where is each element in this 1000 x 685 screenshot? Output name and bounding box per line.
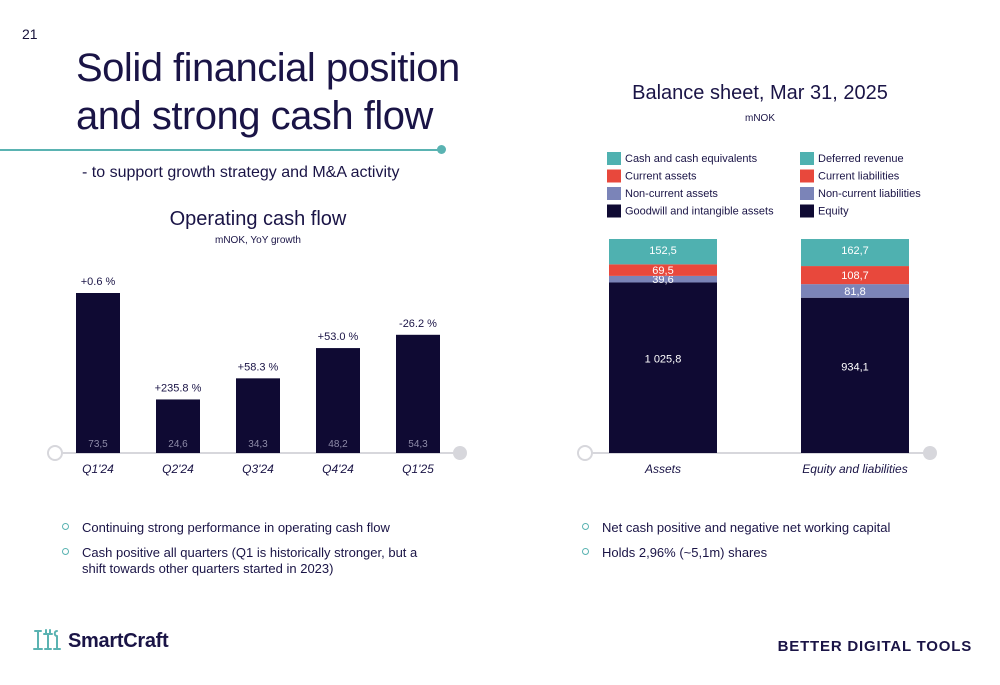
axis-start-dot bbox=[577, 445, 593, 461]
axis-end-dot bbox=[453, 446, 467, 460]
axis-start-dot bbox=[47, 445, 63, 461]
legend-label: Deferred revenue bbox=[818, 153, 904, 165]
bullets-left: Continuing strong performance in operati… bbox=[62, 520, 442, 586]
legend-swatch bbox=[800, 204, 814, 218]
smartcraft-logo: SmartCraft bbox=[30, 627, 169, 655]
ocf-value-label: 48,2 bbox=[328, 439, 348, 450]
legend-swatch bbox=[607, 187, 621, 200]
ocf-bar bbox=[316, 348, 360, 453]
bs-segment bbox=[609, 282, 717, 453]
ocf-value-label: 54,3 bbox=[408, 439, 428, 450]
bs-segment-label: 39,6 bbox=[652, 274, 673, 286]
bs-segment bbox=[801, 266, 909, 285]
bs-segment bbox=[801, 239, 909, 267]
bs-segment bbox=[609, 239, 717, 265]
ocf-bar bbox=[156, 399, 200, 453]
bullet-item: Cash positive all quarters (Q1 is histor… bbox=[62, 545, 442, 577]
bs-category-label: Assets bbox=[644, 462, 681, 476]
ocf-category-label: Q1'24 bbox=[82, 462, 114, 476]
ocf-category-label: Q4'24 bbox=[322, 462, 354, 476]
bs-segment bbox=[801, 297, 909, 453]
title-divider bbox=[0, 149, 440, 151]
ocf-category-label: Q2'24 bbox=[162, 462, 194, 476]
legend-swatch bbox=[800, 169, 814, 183]
ocf-growth-label: +235.8 % bbox=[155, 382, 202, 394]
legend-label: Equity bbox=[818, 206, 849, 218]
ocf-chart-title: Operating cash flow bbox=[170, 208, 347, 230]
ocf-category-label: Q3'24 bbox=[242, 462, 274, 476]
operating-cash-flow-chart: Operating cash flow mNOK, YoY growth 73,… bbox=[47, 208, 467, 476]
ocf-bar bbox=[396, 334, 440, 453]
bs-legend: Cash and cash equivalents Deferred revenu… bbox=[607, 152, 921, 218]
legend-label: Goodwill and intangible assets bbox=[625, 206, 774, 218]
bullet-item: Net cash positive and negative net worki… bbox=[582, 520, 962, 536]
ocf-category-label: Q1'25 bbox=[402, 462, 434, 476]
bs-segment-label: 934,1 bbox=[841, 362, 869, 374]
ocf-value-label: 24,6 bbox=[168, 439, 188, 450]
bullet-circle-icon bbox=[582, 548, 589, 555]
legend-label: Current liabilities bbox=[818, 171, 900, 183]
bs-chart-title: Balance sheet, Mar 31, 2025 bbox=[632, 82, 888, 104]
bullet-circle-icon bbox=[62, 523, 69, 530]
legend-swatch bbox=[607, 152, 621, 165]
bs-segment-label: 1 025,8 bbox=[645, 354, 682, 366]
ocf-chart-subtitle: mNOK, YoY growth bbox=[215, 235, 301, 246]
ocf-growth-label: +58.3 % bbox=[238, 361, 279, 373]
ocf-bar bbox=[236, 378, 280, 453]
bs-category-label: Equity and liabilities bbox=[802, 462, 907, 476]
axis-end-dot bbox=[923, 446, 937, 460]
ocf-growth-label: -26.2 % bbox=[399, 318, 437, 330]
page-subtitle: - to support growth strategy and M&A act… bbox=[82, 164, 400, 181]
bs-segment-label: 81,8 bbox=[844, 286, 865, 298]
bullet-circle-icon bbox=[582, 523, 589, 530]
legend-label: Cash and cash equivalents bbox=[625, 153, 758, 165]
title-divider-dot bbox=[437, 145, 446, 154]
page-title: Solid financial position and strong cash… bbox=[76, 46, 460, 138]
legend-label: Non-current assets bbox=[625, 188, 718, 200]
bullet-item: Holds 2,96% (~5,1m) shares bbox=[582, 545, 962, 561]
legend-swatch bbox=[607, 204, 621, 218]
bullet-text: Net cash positive and negative net worki… bbox=[602, 520, 891, 535]
bs-segment bbox=[609, 264, 717, 276]
ocf-value-label: 73,5 bbox=[88, 439, 108, 450]
ocf-growth-label: +0.6 % bbox=[81, 276, 116, 288]
legend-swatch bbox=[800, 152, 814, 165]
ocf-bar bbox=[76, 293, 120, 453]
page-number: 21 bbox=[22, 26, 38, 42]
bs-segment bbox=[609, 275, 717, 283]
legend-swatch bbox=[800, 187, 814, 200]
legend-swatch bbox=[607, 169, 621, 183]
bullet-text: Cash positive all quarters (Q1 is histor… bbox=[82, 545, 418, 576]
bs-segment-label: 108,7 bbox=[841, 270, 869, 282]
logo-text: SmartCraft bbox=[68, 629, 169, 652]
bs-segment-label: 152,5 bbox=[649, 245, 677, 257]
bullet-text: Holds 2,96% (~5,1m) shares bbox=[602, 545, 768, 560]
balance-sheet-chart: Balance sheet, Mar 31, 2025 mNOK Cash an… bbox=[577, 82, 937, 476]
tagline: BETTER DIGITAL TOOLS bbox=[777, 638, 972, 655]
bullets-right: Net cash positive and negative net worki… bbox=[582, 520, 962, 570]
bs-segment-label: 162,7 bbox=[841, 245, 869, 257]
bs-segment bbox=[801, 284, 909, 298]
bullet-text: Continuing strong performance in operati… bbox=[82, 520, 390, 535]
ocf-growth-label: +53.0 % bbox=[318, 331, 359, 343]
tools-logo-icon bbox=[33, 629, 61, 650]
legend-label: Non-current liabilities bbox=[818, 188, 921, 200]
bullet-item: Continuing strong performance in operati… bbox=[62, 520, 442, 536]
bullet-circle-icon bbox=[62, 548, 69, 555]
legend-label: Current assets bbox=[625, 171, 697, 183]
bs-chart-subtitle: mNOK bbox=[745, 113, 775, 124]
ocf-value-label: 34,3 bbox=[248, 439, 268, 450]
bs-segment-label: 69,5 bbox=[652, 265, 673, 277]
